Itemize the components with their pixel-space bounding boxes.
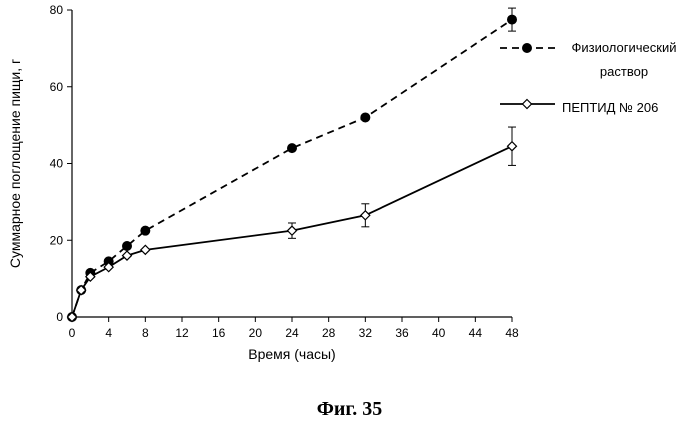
data-point [361,113,370,122]
data-point [123,251,132,260]
y-tick-label: 60 [50,80,64,94]
series-1 [68,8,517,321]
x-tick-label: 40 [432,326,446,340]
y-axis-ticks: 0 20 40 60 80 [50,3,72,324]
x-axis-ticks: 04812162024283236404448 [69,317,519,340]
data-point [288,226,297,235]
data-point [508,142,517,151]
x-tick-label: 32 [359,326,373,340]
y-tick-label: 20 [50,233,64,247]
data-point [141,226,150,235]
data-point [508,15,517,24]
x-tick-label: 44 [469,326,483,340]
x-axis-title: Время (часы) [248,346,335,362]
x-tick-label: 16 [212,326,226,340]
figure-caption: Фиг. 35 [0,398,699,421]
legend-entry-2: ПЕПТИД № 206 [500,100,658,116]
legend-entry-1: Физиологический раствор [500,40,677,79]
data-point [123,242,132,251]
y-tick-label: 0 [56,310,63,324]
data-point [288,144,297,153]
y-tick-label: 80 [50,3,64,17]
y-tick-label: 40 [50,157,64,171]
y-axis-title: Суммарное поглощение пищи, г [7,59,23,268]
legend-label: раствор [600,64,648,79]
data-point [141,245,150,254]
legend-label: ПЕПТИД № 206 [562,100,658,115]
x-tick-label: 36 [395,326,409,340]
data-point [361,211,370,220]
x-tick-label: 24 [285,326,299,340]
x-tick-label: 48 [505,326,519,340]
x-tick-label: 20 [249,326,263,340]
series-layer [68,8,517,321]
x-tick-label: 0 [69,326,76,340]
series-2 [68,127,517,321]
legend-swatch-marker [523,100,532,109]
x-tick-label: 12 [175,326,189,340]
legend: Физиологический раствор ПЕПТИД № 206 [500,40,677,115]
food-intake-chart: 020406080 04812162024283236404448 Суммар… [0,0,699,395]
series-line [72,20,512,317]
x-tick-label: 8 [142,326,149,340]
x-tick-label: 28 [322,326,336,340]
x-tick-label: 4 [105,326,112,340]
legend-label: Физиологический [572,40,677,55]
legend-swatch-marker [523,44,532,53]
